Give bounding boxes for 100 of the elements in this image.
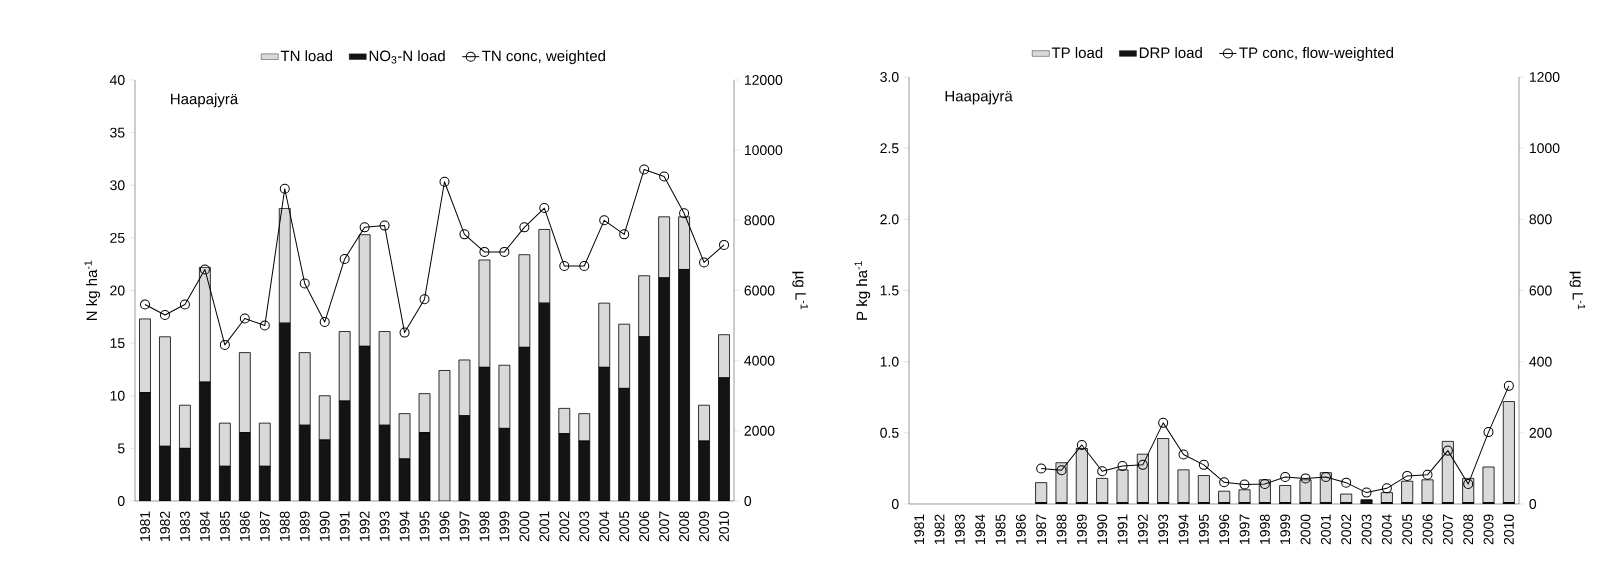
x-tick-label: 2007 <box>1442 514 1453 545</box>
point <box>719 239 730 250</box>
point <box>639 164 650 175</box>
y-tick-label: 1.5 <box>880 285 899 296</box>
x-tick-label: 1989 <box>1076 514 1087 544</box>
y2-axis-title: µg L$^{-1}$ <box>1569 271 1586 310</box>
annotation: Haapajyrä <box>171 93 239 108</box>
point <box>1036 463 1047 474</box>
x-tick-label: 1988 <box>1056 514 1067 544</box>
x-tick-label: 1985 <box>219 511 230 541</box>
x-tick-label: 1996 <box>439 511 450 541</box>
y-tick-label: 20 <box>110 285 125 296</box>
x-tick-label: 1997 <box>459 511 470 541</box>
x-tick-label: 2000 <box>1300 514 1311 545</box>
bar <box>238 352 251 433</box>
x-tick-label: 1991 <box>1117 514 1128 544</box>
y2-tick-label: 600 <box>1529 285 1552 296</box>
point <box>679 208 690 219</box>
y-tick-label: 25 <box>110 232 125 243</box>
y-tick-label: 0 <box>117 496 125 506</box>
point <box>1422 469 1433 480</box>
point <box>459 229 470 240</box>
legend-label: TN conc, weighted <box>482 50 605 65</box>
point <box>539 203 550 214</box>
point <box>1280 471 1291 482</box>
x-tick-label: 1989 <box>299 511 310 541</box>
point <box>1097 466 1108 477</box>
y-tick-label: 2.0 <box>880 214 899 225</box>
point <box>179 299 190 310</box>
x-tick-label: 1996 <box>1219 514 1230 544</box>
x-tick-label: 2005 <box>619 511 630 542</box>
point <box>1219 477 1230 488</box>
point <box>1381 483 1392 494</box>
bar <box>298 352 311 426</box>
y2-tick-label: 1200 <box>1529 72 1560 82</box>
x-tick-label: 1984 <box>975 514 986 544</box>
y2-tick-label: 800 <box>1529 214 1552 225</box>
x-tick-label: 1990 <box>319 511 330 541</box>
x-tick-label: 1983 <box>954 514 965 544</box>
point <box>319 317 330 328</box>
x-tick-label: 1988 <box>279 511 290 541</box>
point <box>1300 473 1311 484</box>
x-tick-label: 1987 <box>1036 514 1047 544</box>
x-tick-label: 1984 <box>199 511 210 541</box>
y2-tick-label: 0 <box>1529 499 1537 509</box>
bar <box>618 387 631 501</box>
x-tick-label: 1986 <box>1015 514 1026 544</box>
point <box>619 229 630 240</box>
y2-tick-label: 10000 <box>744 145 783 156</box>
point <box>1361 487 1372 498</box>
x-tick-label: 2010 <box>1503 514 1514 545</box>
y2-axis-title: µg L$^{-1}$ <box>792 271 808 310</box>
x-tick-label: 2001 <box>1320 514 1331 545</box>
x-tick-label: 2004 <box>599 511 610 542</box>
point <box>139 299 150 310</box>
point <box>559 260 570 271</box>
bar <box>159 336 171 447</box>
x-tick-label: 2002 <box>1341 514 1352 545</box>
y-tick-label: 1.0 <box>880 356 899 367</box>
point <box>1158 417 1169 428</box>
point <box>1239 479 1250 490</box>
point <box>299 278 310 289</box>
y2-tick-label: 0 <box>744 496 752 506</box>
x-tick-label: 2000 <box>519 511 530 542</box>
point <box>1056 465 1067 476</box>
x-tick-label: 2010 <box>719 511 729 542</box>
y-axis-title: N kg ha$^{-1}$ <box>84 260 101 321</box>
point <box>1117 460 1128 471</box>
legend-label: TP conc, flow-weighted <box>1239 47 1393 61</box>
y2-tick-label: 200 <box>1529 427 1552 438</box>
x-tick-label: 2006 <box>639 511 650 542</box>
y-tick-label: 10 <box>110 390 125 401</box>
annotation: Haapajyrä <box>945 90 1013 105</box>
y2-tick-label: 6000 <box>744 285 775 296</box>
x-tick-label: 1994 <box>1178 514 1189 544</box>
x-tick-label: 2003 <box>579 511 590 542</box>
bar <box>638 275 651 338</box>
y-tick-label: 0 <box>891 499 899 509</box>
point <box>519 222 530 233</box>
point <box>599 215 610 226</box>
y-tick-label: 5 <box>117 443 125 454</box>
point <box>239 313 250 324</box>
point <box>219 339 230 350</box>
y-tick-label: 30 <box>110 180 125 191</box>
x-tick-label: 1982 <box>934 514 945 544</box>
x-tick-label: 1995 <box>419 511 430 541</box>
point <box>199 264 210 275</box>
bar <box>658 216 671 279</box>
point <box>279 183 290 194</box>
point <box>1402 470 1413 481</box>
point <box>1198 459 1209 470</box>
point <box>1178 449 1189 460</box>
point <box>1137 459 1148 470</box>
point <box>339 253 350 264</box>
x-tick-label: 2009 <box>1483 514 1494 545</box>
y-tick-label: 0.5 <box>880 427 899 438</box>
x-tick-label: 2001 <box>539 511 550 542</box>
point <box>1483 427 1494 438</box>
x-tick-label: 2004 <box>1381 514 1392 545</box>
bar <box>538 302 551 501</box>
